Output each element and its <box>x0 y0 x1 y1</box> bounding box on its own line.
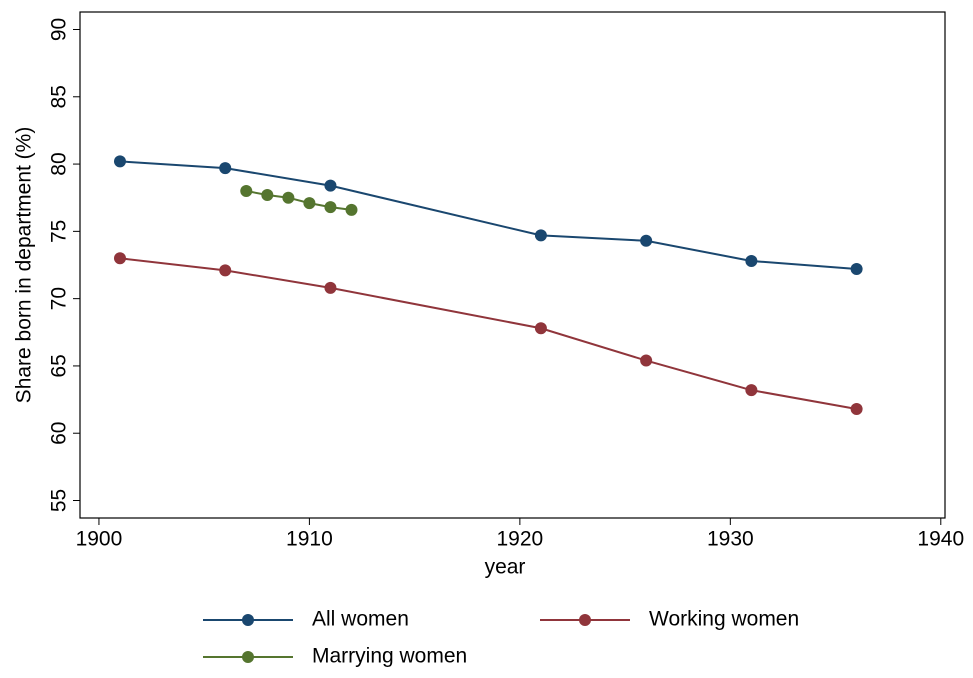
point <box>640 354 653 367</box>
legend-label: Working women <box>649 608 799 631</box>
point <box>534 229 547 242</box>
x-tick-label: 1930 <box>707 528 754 551</box>
point <box>850 402 863 415</box>
y-tick-label: 70 <box>48 287 71 310</box>
point <box>282 191 295 204</box>
point <box>219 162 232 175</box>
x-tick-label: 1920 <box>497 528 544 551</box>
y-tick-label: 85 <box>48 85 71 108</box>
point <box>745 254 758 267</box>
plot-frame <box>79 11 946 519</box>
y-tick-label: 75 <box>48 220 71 243</box>
point <box>324 179 337 192</box>
series-line <box>119 257 857 410</box>
y-tick-label: 65 <box>48 354 71 377</box>
point <box>324 201 337 214</box>
legend-label: Marrying women <box>312 645 467 668</box>
point <box>261 189 274 202</box>
y-tick-label: 90 <box>48 18 71 41</box>
legend-label: All women <box>312 608 409 631</box>
y-axis-title: Share born in department (%) <box>13 127 36 404</box>
point <box>324 281 337 294</box>
x-tick-label: 1900 <box>76 528 123 551</box>
point <box>640 234 653 247</box>
x-axis-title: year <box>485 556 526 579</box>
y-tick-label: 60 <box>48 422 71 445</box>
point <box>745 384 758 397</box>
point <box>113 155 126 168</box>
x-tick-label: 1910 <box>286 528 333 551</box>
legend-marker <box>579 614 591 626</box>
y-tick-label: 55 <box>48 489 71 512</box>
point <box>113 252 126 265</box>
series-line <box>119 160 857 271</box>
point <box>345 203 358 216</box>
y-tick-label: 80 <box>48 152 71 175</box>
legend-marker <box>242 614 254 626</box>
point <box>240 184 253 197</box>
point <box>219 264 232 277</box>
x-tick-label: 1940 <box>917 528 964 551</box>
point <box>534 322 547 335</box>
point <box>303 197 316 210</box>
legend-marker <box>242 651 254 663</box>
point <box>850 263 863 276</box>
